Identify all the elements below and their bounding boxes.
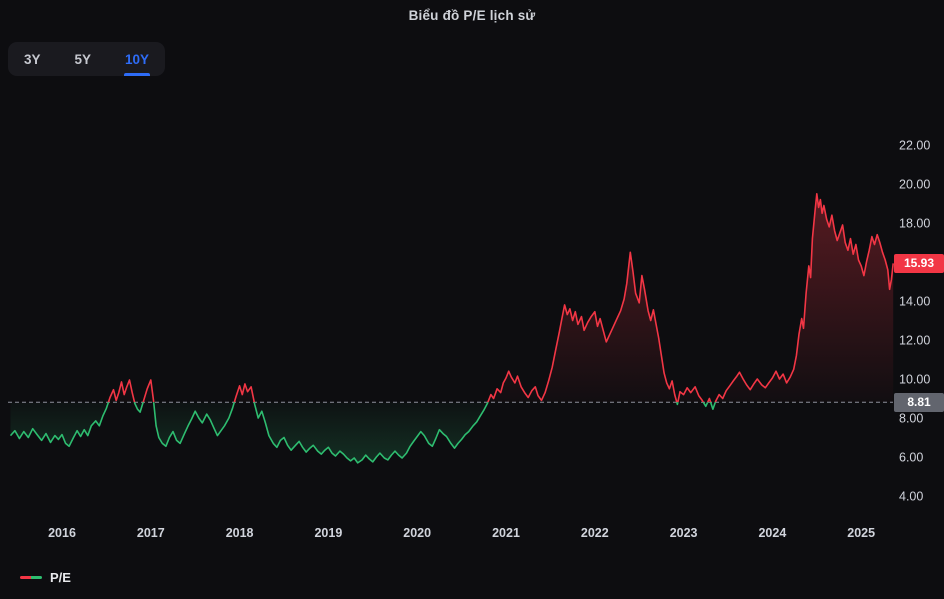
range-button-10y[interactable]: 10Y <box>123 42 151 76</box>
x-axis-label: 2024 <box>758 526 786 540</box>
y-axis-label: 18.00 <box>899 217 930 231</box>
y-axis-label: 12.00 <box>899 334 930 348</box>
y-axis-label: 4.00 <box>899 490 923 504</box>
range-selector: 3Y 5Y 10Y <box>8 42 166 76</box>
last-value-badge: 15.93 <box>894 253 944 273</box>
x-axis-label: 2017 <box>137 526 165 540</box>
y-axis-label: 6.00 <box>899 451 923 465</box>
range-button-5y[interactable]: 5Y <box>73 42 94 76</box>
x-axis-label: 2021 <box>492 526 520 540</box>
legend: P/E <box>20 570 71 585</box>
x-axis-label: 2022 <box>581 526 609 540</box>
legend-label: P/E <box>50 570 71 585</box>
y-axis-label: 20.00 <box>899 178 930 192</box>
x-axis-label: 2025 <box>847 526 875 540</box>
y-axis-label: 10.00 <box>899 373 930 387</box>
x-axis-label: 2016 <box>48 526 76 540</box>
x-axis-label: 2019 <box>314 526 342 540</box>
y-axis-label: 8.00 <box>899 412 923 426</box>
page-title: Biểu đồ P/E lịch sử <box>408 8 536 23</box>
x-axis-label: 2018 <box>226 526 254 540</box>
range-button-3y[interactable]: 3Y <box>22 42 43 76</box>
x-axis-label: 2023 <box>670 526 698 540</box>
baseline-value-badge: 8.81 <box>894 392 944 412</box>
y-axis-label: 22.00 <box>899 139 930 153</box>
y-axis-label: 14.00 <box>899 295 930 309</box>
x-axis-label: 2020 <box>403 526 431 540</box>
pe-series-color-mark <box>20 576 42 579</box>
